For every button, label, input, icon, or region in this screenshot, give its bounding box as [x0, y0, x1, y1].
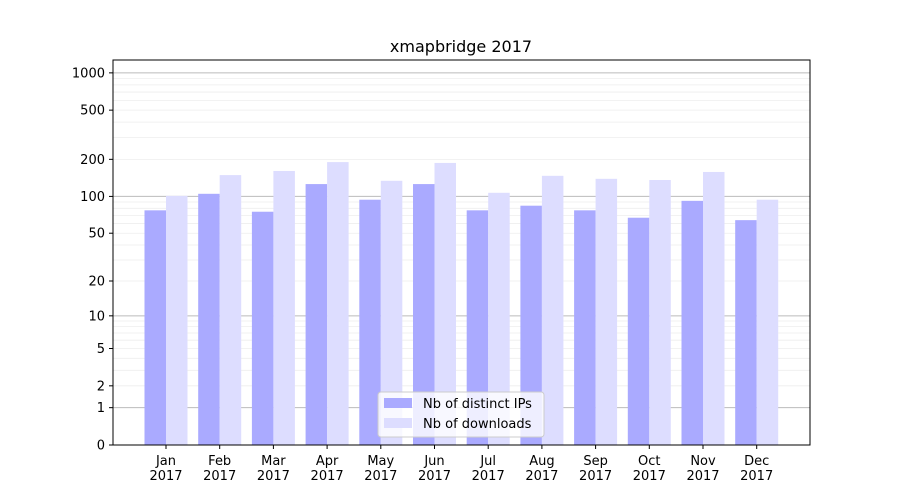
- bar-downloads: [756, 199, 779, 445]
- y-tick-label: 500: [80, 104, 105, 119]
- x-tick-label: Apr 2017: [311, 454, 344, 484]
- bar-distinct-ips: [305, 184, 328, 446]
- y-tick-label: 20: [88, 275, 105, 290]
- x-tick-label: Mar 2017: [257, 454, 290, 484]
- y-tick-label: 1000: [72, 66, 105, 81]
- y-tick-label: 10: [88, 309, 105, 324]
- x-tick-label: Nov 2017: [686, 454, 719, 484]
- x-tick-label: Sep 2017: [579, 454, 612, 484]
- bar-downloads: [219, 175, 242, 445]
- y-tick-label: 2: [97, 379, 105, 394]
- bar-distinct-ips: [574, 210, 596, 445]
- legend-label: Nb of downloads: [423, 417, 532, 432]
- bar-distinct-ips: [466, 210, 489, 445]
- bar-distinct-ips: [198, 193, 220, 445]
- bar-distinct-ips: [627, 217, 650, 445]
- x-tick-label: Feb 2017: [203, 454, 236, 484]
- bar-distinct-ips: [251, 211, 274, 445]
- y-tick-label: 200: [80, 153, 105, 168]
- x-tick-label: Dec 2017: [740, 454, 773, 484]
- bar-downloads: [380, 180, 403, 445]
- bar-downloads: [649, 179, 671, 445]
- bar-downloads: [327, 162, 349, 446]
- legend-swatch: [384, 398, 412, 408]
- bar-distinct-ips: [144, 210, 166, 445]
- y-tick-label: 1: [97, 401, 105, 416]
- chart-title: xmapbridge 2017: [390, 37, 532, 56]
- bar-downloads: [703, 171, 725, 445]
- y-tick-label: 100: [80, 190, 105, 205]
- x-tick-label: Oct 2017: [633, 454, 666, 484]
- bar-downloads: [595, 178, 618, 446]
- bar-downloads: [273, 170, 295, 445]
- bar-distinct-ips: [681, 200, 703, 445]
- bar-distinct-ips: [359, 199, 381, 445]
- legend-swatch: [384, 418, 412, 428]
- x-tick-label: Jun 2017: [418, 454, 451, 484]
- legend: Nb of distinct IPs Nb of downloads: [377, 391, 545, 438]
- x-tick-label: Jul 2017: [472, 454, 505, 484]
- x-tick-label: Jan 2017: [149, 454, 182, 484]
- bar-distinct-ips: [413, 184, 435, 446]
- y-tick-label: 5: [97, 342, 105, 357]
- bar-distinct-ips: [735, 220, 757, 445]
- x-tick-label: May 2017: [364, 454, 397, 484]
- bar-downloads: [166, 195, 188, 445]
- bar-distinct-ips: [520, 205, 542, 445]
- legend-box: [377, 391, 545, 438]
- y-tick-label: 0: [97, 439, 105, 454]
- bar-downloads: [541, 175, 564, 445]
- bar-downloads: [434, 162, 456, 445]
- bar-downloads: [488, 192, 510, 445]
- x-tick-label: Aug 2017: [525, 454, 558, 484]
- plot-frame: [112, 59, 811, 446]
- legend-label: Nb of distinct IPs: [423, 397, 532, 412]
- y-tick-label: 50: [88, 227, 105, 242]
